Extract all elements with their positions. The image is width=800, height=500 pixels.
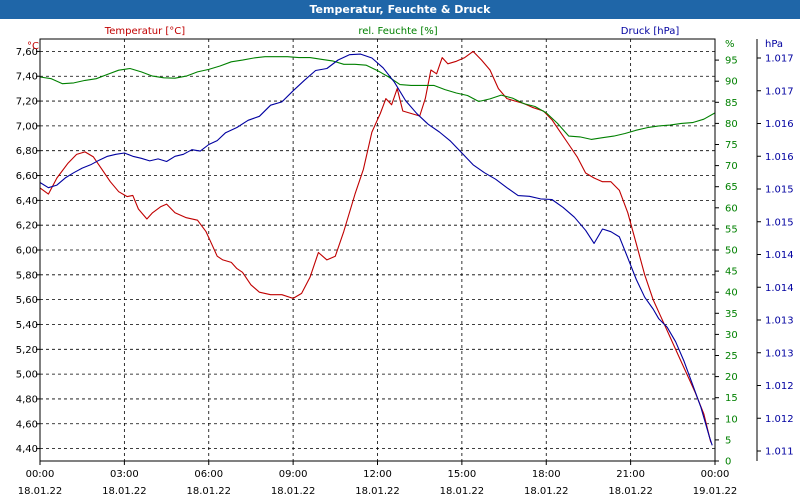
temperature-tick-label: 5,20	[16, 345, 38, 356]
pressure-tick-label: 1.015	[765, 217, 794, 228]
humidity-tick-label: 15	[725, 393, 738, 404]
temperature-tick-label: 7,00	[16, 121, 38, 132]
temperature-tick-label: 6,60	[16, 171, 38, 182]
humidity-tick-label: 40	[725, 288, 738, 299]
x-tick-date-label: 18.01.22	[608, 486, 653, 497]
temperature-tick-label: 7,60	[16, 47, 38, 58]
x-tick-time-label: 21:00	[616, 469, 645, 480]
temperature-tick-label: 7,20	[16, 97, 38, 108]
x-tick-time-label: 00:00	[26, 469, 55, 480]
pressure-tick-label: 1.015	[765, 185, 794, 196]
pressure-tick-label: 1.014	[765, 283, 794, 294]
humidity-tick-label: 45	[725, 267, 738, 278]
x-tick-time-label: 09:00	[279, 469, 308, 480]
humidity-legend-label: rel. Feuchte [%]	[358, 26, 437, 37]
axis-labels: 4,40 4,60 4,80 5,00 5,20 5,40 5,60 5,80 6,00 6,20…	[16, 26, 794, 497]
humidity-unit-label: %	[725, 39, 735, 50]
humidity-tick-label: 55	[725, 224, 738, 235]
pressure-tick-label: 1.013	[765, 348, 794, 359]
temperature-tick-label: 5,80	[16, 270, 38, 281]
humidity-tick-label: 25	[725, 351, 738, 362]
pressure-tick-label: 1.014	[765, 250, 794, 261]
pressure-unit-label: hPa	[765, 39, 783, 50]
pressure-tick-label: 1.016	[765, 152, 794, 163]
temperature-unit-label: °C	[27, 41, 39, 52]
humidity-tick-label: 65	[725, 182, 738, 193]
temperature-tick-label: 5,40	[16, 320, 38, 331]
temperature-tick-label: 4,80	[16, 394, 38, 405]
x-tick-time-label: 18:00	[532, 469, 561, 480]
pressure-tick-label: 1.012	[765, 414, 794, 425]
pressure-legend-label: Druck [hPa]	[621, 26, 680, 37]
humidity-tick-label: 50	[725, 246, 738, 257]
temperature-tick-label: 5,60	[16, 295, 38, 306]
temperature-tick-label: 6,20	[16, 221, 38, 232]
data-series	[39, 50, 716, 446]
temperature-tick-label: 4,60	[16, 419, 38, 430]
x-tick-time-label: 00:00	[701, 469, 730, 480]
humidity-tick-label: 90	[725, 77, 738, 88]
humidity-series-line	[39, 56, 716, 140]
grid-lines	[40, 39, 715, 461]
x-tick-date-label: 18.01.22	[102, 486, 147, 497]
x-tick-time-label: 15:00	[447, 469, 476, 480]
temperature-tick-label: 6,00	[16, 246, 38, 257]
humidity-tick-label: 80	[725, 119, 738, 130]
temperature-series-line	[39, 50, 712, 443]
x-tick-date-label: 18.01.22	[18, 486, 63, 497]
x-tick-date-label: 18.01.22	[186, 486, 231, 497]
pressure-series-line	[39, 53, 713, 446]
pressure-tick-label: 1.011	[765, 447, 794, 458]
x-tick-time-label: 03:00	[110, 469, 139, 480]
temperature-tick-label: 6,80	[16, 146, 38, 157]
x-tick-date-label: 18.01.22	[271, 486, 316, 497]
pressure-tick-label: 1.016	[765, 119, 794, 130]
pressure-tick-label: 1.012	[765, 381, 794, 392]
pressure-tick-label: 1.017	[765, 54, 794, 65]
pressure-tick-label: 1.017	[765, 86, 794, 97]
chart-area: 4,40 4,60 4,80 5,00 5,20 5,40 5,60 5,80 6,00 6,20…	[0, 19, 800, 500]
pressure-tick-label: 1.013	[765, 316, 794, 327]
chart-title: Temperatur, Feuchte & Druck	[0, 0, 800, 19]
x-tick-time-label: 06:00	[194, 469, 223, 480]
temperature-tick-label: 4,40	[16, 444, 38, 455]
x-tick-date-label: 18.01.22	[355, 486, 400, 497]
x-tick-date-label: 18.01.22	[524, 486, 569, 497]
humidity-tick-label: 35	[725, 309, 738, 320]
temperature-tick-label: 6,40	[16, 196, 38, 207]
humidity-tick-label: 75	[725, 140, 738, 151]
x-tick-date-label: 19.01.22	[693, 486, 738, 497]
temperature-tick-label: 7,40	[16, 72, 38, 83]
x-tick-date-label: 18.01.22	[440, 486, 485, 497]
humidity-tick-label: 0	[725, 457, 731, 468]
humidity-tick-label: 70	[725, 161, 738, 172]
temperature-legend-label: Temperatur [°C]	[104, 26, 185, 37]
x-tick-time-label: 12:00	[363, 469, 392, 480]
humidity-tick-label: 60	[725, 203, 738, 214]
humidity-tick-label: 5	[725, 435, 731, 446]
humidity-tick-label: 20	[725, 372, 738, 383]
humidity-tick-label: 10	[725, 414, 738, 425]
humidity-tick-label: 30	[725, 330, 738, 341]
humidity-tick-label: 95	[725, 56, 738, 67]
humidity-tick-label: 85	[725, 98, 738, 109]
temperature-tick-label: 5,00	[16, 370, 38, 381]
